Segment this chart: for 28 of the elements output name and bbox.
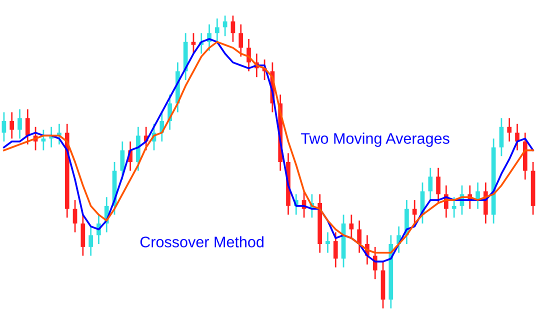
candlestick — [214, 18, 220, 43]
candlestick — [230, 14, 236, 43]
annotation: Two Moving Averages — [301, 132, 450, 147]
candlestick — [452, 196, 456, 218]
candlestick — [80, 214, 86, 256]
candlestick — [515, 123, 520, 151]
candlestick — [499, 117, 504, 157]
candlestick — [41, 129, 46, 151]
candlestick — [72, 199, 78, 233]
candlestick — [326, 232, 330, 254]
candlestick — [372, 246, 378, 280]
candlestick — [222, 14, 228, 37]
candlestick — [10, 112, 14, 140]
candlestick — [238, 24, 244, 58]
candlestick — [25, 108, 30, 146]
candlestick — [191, 32, 196, 54]
candlestick — [333, 232, 338, 268]
candlestick — [18, 108, 22, 140]
candlestick — [2, 112, 6, 142]
candlestick — [436, 167, 440, 204]
candlestick — [349, 214, 354, 239]
candlestick — [357, 220, 362, 254]
candlestick — [507, 117, 512, 142]
candlestick — [120, 140, 125, 180]
candlestick — [88, 226, 93, 256]
candlestick — [412, 199, 417, 224]
annotation: Crossover Method — [140, 236, 264, 248]
candlestick — [428, 167, 433, 201]
